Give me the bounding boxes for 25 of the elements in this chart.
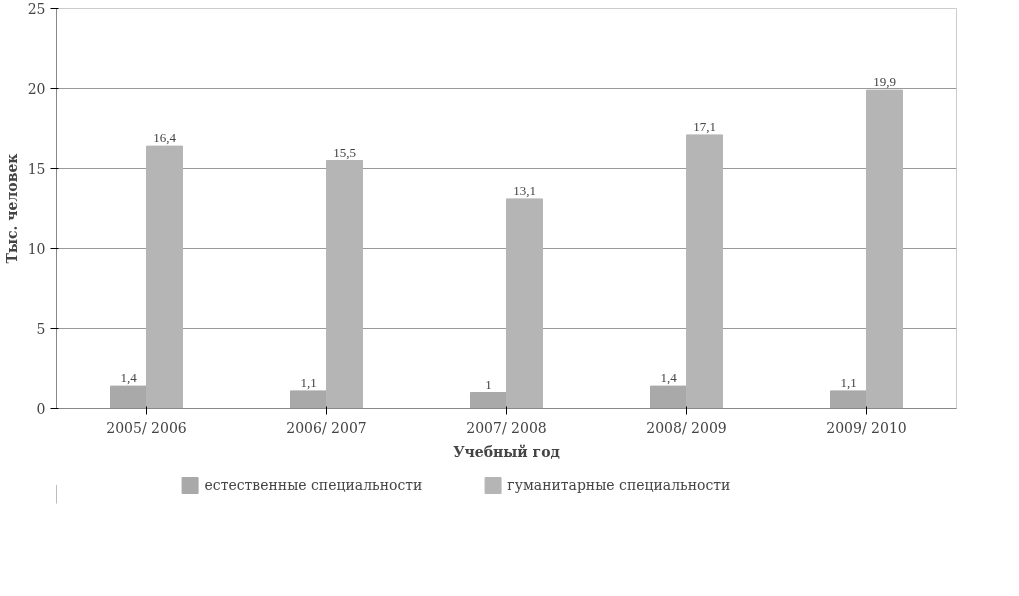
y-tick-label: 5	[36, 321, 46, 337]
legend-label: гуманитарные специальности	[507, 477, 731, 493]
data-label: 1,1	[300, 374, 317, 390]
x-tick-label: 2005/ 2006	[106, 419, 187, 436]
data-label: 1	[485, 376, 492, 392]
data-label: 1,4	[120, 370, 138, 386]
y-tick-label: 15	[27, 161, 46, 177]
data-label: 15,5	[333, 144, 356, 160]
legend-label: естественные специальности	[204, 477, 423, 493]
data-label: 17,1	[693, 118, 716, 134]
y-tick-label: 0	[36, 401, 46, 417]
y-tick-label: 20	[27, 81, 46, 97]
y-tick-label: 25	[27, 1, 46, 17]
x-tick-label: 2009/ 2010	[826, 419, 907, 436]
y-axis-title: Тыс. человек	[3, 153, 20, 264]
data-label: 1,1	[840, 374, 857, 390]
x-axis-title: Учебный год	[453, 443, 560, 460]
data-label: 16,4	[153, 130, 177, 146]
x-tick-label: 2007/ 2008	[466, 419, 547, 436]
x-tick-label: 2006/ 2007	[286, 419, 367, 436]
data-label: 19,9	[873, 74, 896, 90]
x-tick-label: 2008/ 2009	[646, 419, 727, 436]
data-label: 13,1	[513, 182, 536, 198]
y-tick-label: 10	[27, 241, 46, 257]
data-label: 1,4	[660, 370, 678, 386]
